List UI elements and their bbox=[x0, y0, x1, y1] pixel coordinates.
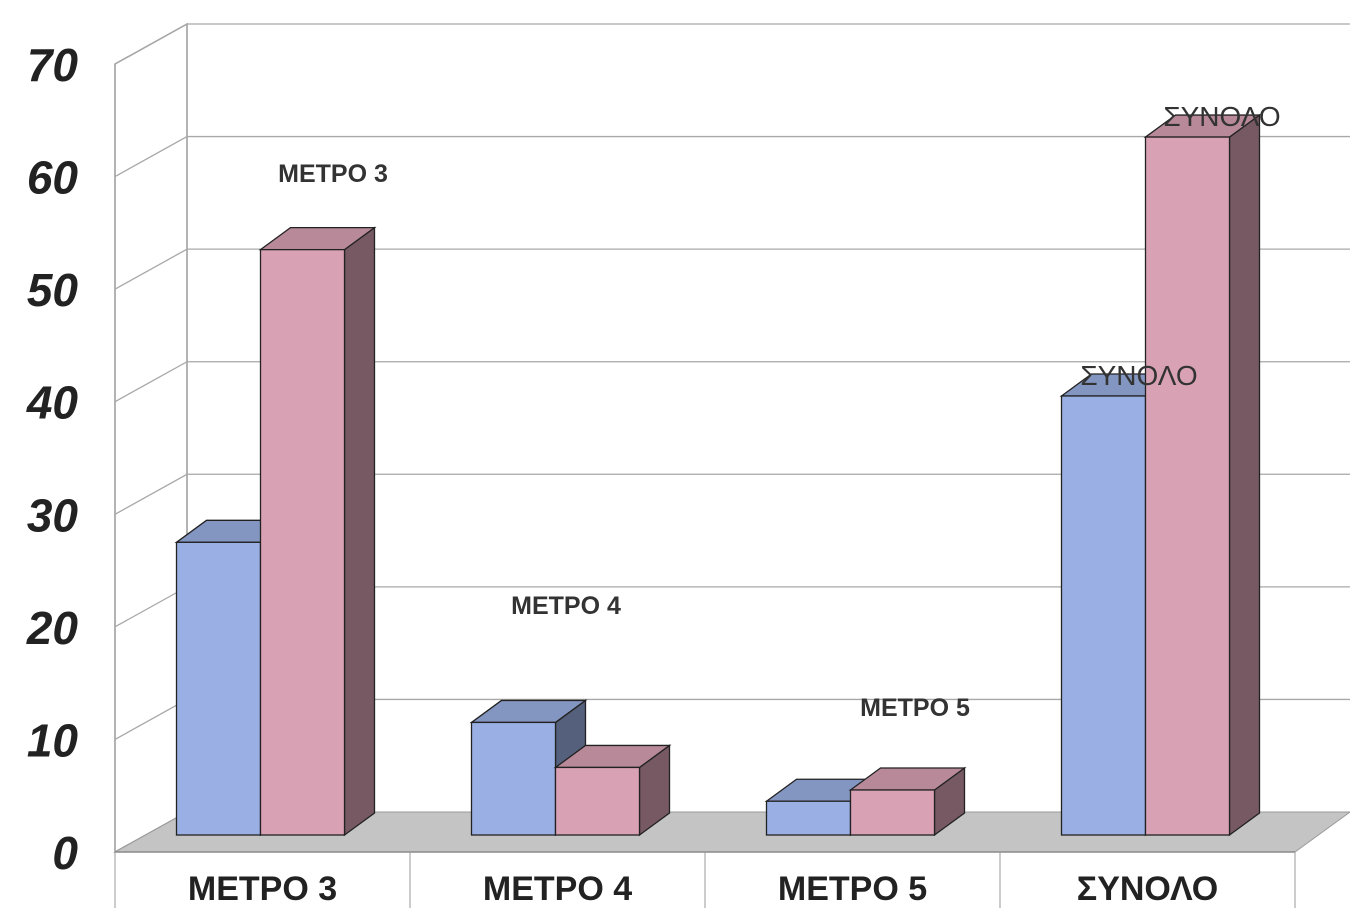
bar-1-3 bbox=[1143, 113, 1262, 837]
gridline bbox=[114, 23, 1350, 65]
annotation-0: ΜΕΤΡΟ 3 bbox=[278, 160, 388, 188]
y-tick-4: 40 bbox=[26, 377, 79, 429]
y-tick-3: 30 bbox=[27, 489, 79, 541]
y-axis-ticks: 0 10 20 30 40 50 60 70 bbox=[26, 39, 79, 879]
y-tick-0: 0 bbox=[52, 827, 78, 879]
x-tick-3: ΣΥΝΟΛΟ bbox=[1077, 870, 1218, 908]
gridline bbox=[114, 248, 1350, 290]
gridline bbox=[114, 361, 1350, 403]
annotation-1: ΜΕΤΡΟ 4 bbox=[511, 592, 621, 620]
y-tick-6: 60 bbox=[27, 152, 79, 204]
y-tick-7: 70 bbox=[27, 39, 79, 91]
annotations: ΜΕΤΡΟ 3 ΜΕΤΡΟ 4 ΜΕΤΡΟ 5 ΣΥΝΟΛΟ ΣΥΝΟΛΟ bbox=[278, 101, 1281, 722]
annotation-4: ΣΥΝΟΛΟ bbox=[1163, 101, 1280, 132]
x-tick-2: ΜΕΤΡΟ 5 bbox=[778, 870, 927, 908]
gridline bbox=[114, 135, 1350, 178]
annotation-2: ΜΕΤΡΟ 5 bbox=[860, 694, 970, 722]
x-axis-ticks: ΜΕΤΡΟ 3 ΜΕΤΡΟ 4 ΜΕΤΡΟ 5 ΣΥΝΟΛΟ bbox=[114, 852, 1296, 908]
x-tick-1: ΜΕΤΡΟ 4 bbox=[483, 870, 632, 908]
bar-1-1 bbox=[553, 744, 672, 837]
bar-1-2 bbox=[848, 766, 967, 837]
y-tick-1: 10 bbox=[27, 714, 79, 766]
bar-1-0 bbox=[258, 226, 377, 837]
bars bbox=[174, 113, 1262, 837]
annotation-3: ΣΥΝΟΛΟ bbox=[1080, 360, 1197, 391]
y-tick-2: 20 bbox=[26, 602, 79, 654]
x-tick-0: ΜΕΤΡΟ 3 bbox=[188, 870, 337, 908]
y-tick-5: 50 bbox=[27, 264, 79, 316]
gridline bbox=[114, 473, 1350, 515]
